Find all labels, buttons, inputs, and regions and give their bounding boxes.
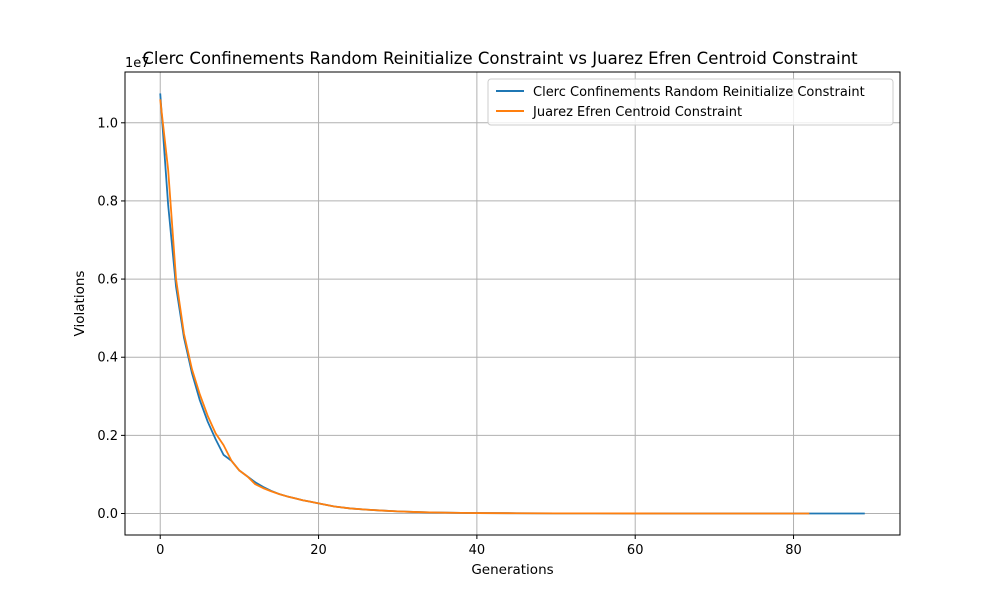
y-axis-ticks: 0.0 0.2 0.4 0.6 0.8 1.0 <box>97 116 125 522</box>
y-axis-label: Violations <box>72 271 88 337</box>
legend-box <box>487 78 894 126</box>
series-lines <box>159 93 865 515</box>
x-tick-label: 40 <box>469 543 486 558</box>
x-tick-label: 20 <box>310 543 327 558</box>
chart-title: Clerc Confinements Random Reinitialize C… <box>142 49 858 68</box>
series-line-juarez <box>159 99 810 515</box>
y-tick-label: 1.0 <box>97 116 118 131</box>
x-tick-label: 0 <box>156 543 164 558</box>
y-tick-label: 0.8 <box>97 194 118 209</box>
y-tick-label: 0.0 <box>97 507 118 522</box>
x-axis-ticks: 0 20 40 60 80 <box>156 535 802 558</box>
x-tick-label: 80 <box>785 543 802 558</box>
y-axis-offset-label: 1e7 <box>125 56 150 71</box>
y-tick-label: 0.6 <box>97 273 118 288</box>
legend-label-juarez: Juarez Efren Centroid Constraint <box>532 105 742 120</box>
y-tick-label: 0.2 <box>97 429 118 444</box>
x-tick-label: 60 <box>627 543 644 558</box>
legend: Clerc Confinements Random Reinitialize C… <box>487 78 894 126</box>
y-tick-label: 0.4 <box>97 351 118 366</box>
legend-label-clerc: Clerc Confinements Random Reinitialize C… <box>533 85 865 100</box>
plot-area-frame <box>124 71 901 536</box>
x-axis-label: Generations <box>471 562 553 578</box>
